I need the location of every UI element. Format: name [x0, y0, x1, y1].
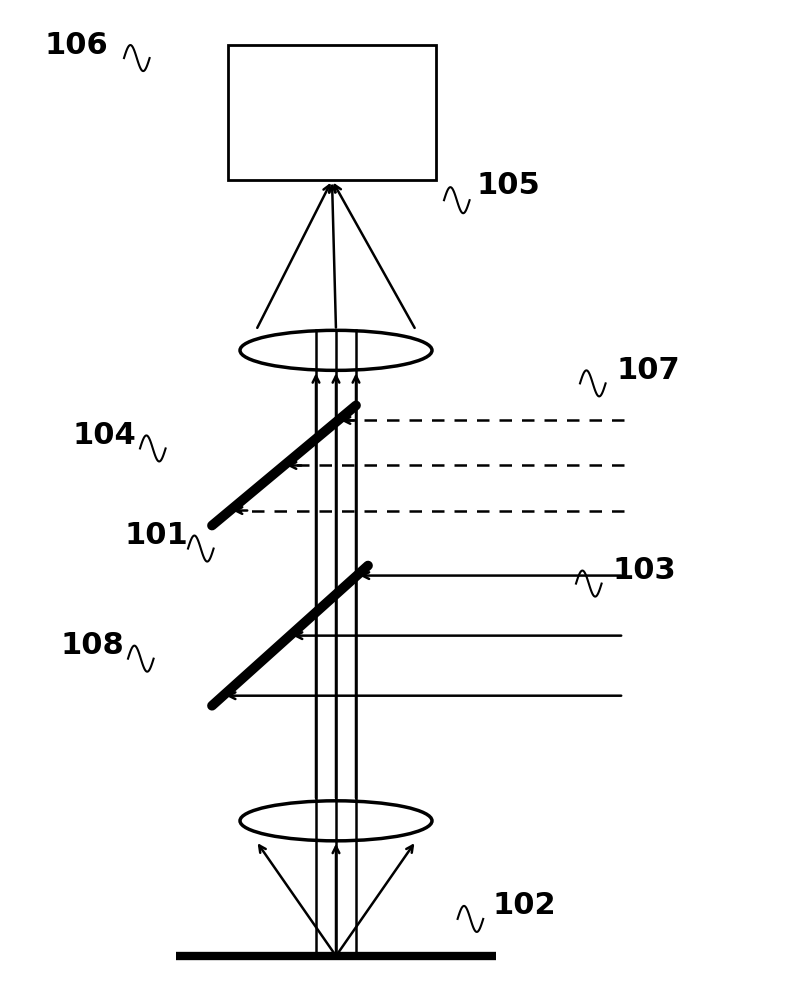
Bar: [228, 45, 436, 180]
Text: 104: 104: [72, 421, 136, 449]
Text: 102: 102: [492, 892, 556, 920]
Text: 101: 101: [124, 522, 188, 550]
Text: 107: 107: [616, 356, 680, 384]
Text: 108: 108: [60, 632, 124, 660]
Text: 103: 103: [612, 557, 676, 585]
Text: 106: 106: [44, 31, 108, 59]
Text: 105: 105: [476, 171, 540, 199]
